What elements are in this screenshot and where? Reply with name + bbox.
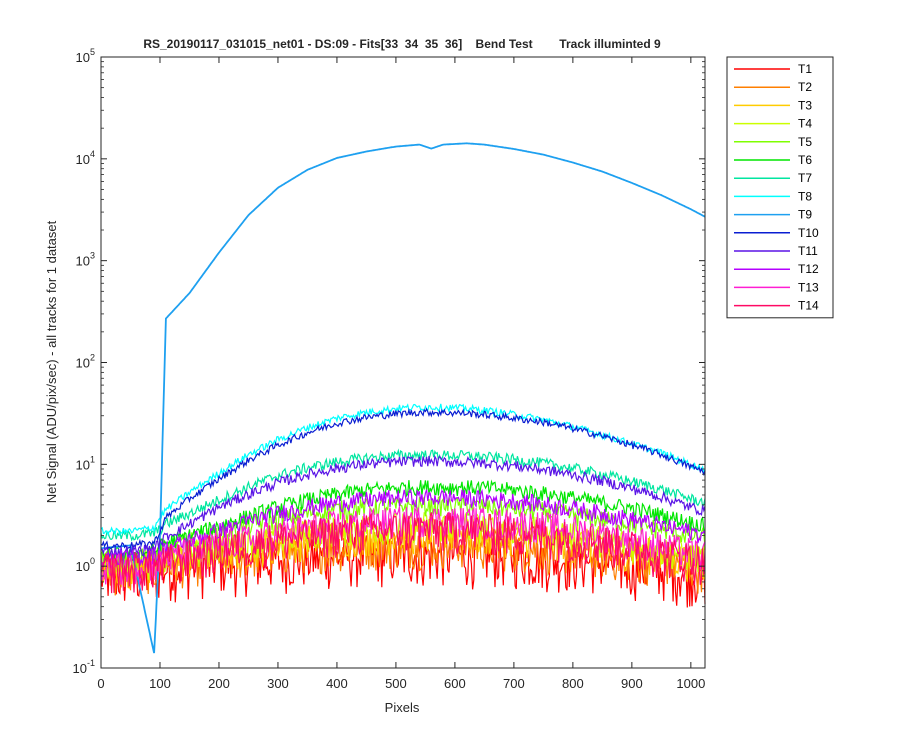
legend-label-t10: T10 bbox=[798, 226, 819, 240]
y-axis-label: Net Signal (ADU/pix/sec) - all tracks fo… bbox=[44, 220, 59, 503]
legend-label-t2: T2 bbox=[798, 80, 812, 94]
x-tick-label: 300 bbox=[267, 676, 289, 691]
y-tick-label: 100 bbox=[76, 556, 95, 574]
x-tick-label: 600 bbox=[444, 676, 466, 691]
y-tick-label: 104 bbox=[76, 149, 95, 167]
legend-label-t7: T7 bbox=[798, 171, 812, 185]
legend-label-t6: T6 bbox=[798, 153, 812, 167]
legend-label-t13: T13 bbox=[798, 280, 819, 294]
legend-label-t14: T14 bbox=[798, 299, 819, 313]
y-tick-label: 101 bbox=[76, 454, 95, 472]
series-line-t13 bbox=[100, 506, 706, 585]
series-line-t14 bbox=[100, 512, 706, 594]
series-line-t9 bbox=[101, 142, 706, 654]
series-line-t11 bbox=[100, 454, 706, 559]
y-tick-label: 105 bbox=[76, 47, 95, 65]
plot-area: 0 100 200 300 400 500 600 700 800 900 1000 10-1 100 1… bbox=[73, 47, 706, 691]
series-line-t12 bbox=[100, 488, 706, 568]
x-tick-label: 400 bbox=[326, 676, 348, 691]
series-line-t10 bbox=[100, 407, 706, 551]
x-tick-label: 700 bbox=[503, 676, 525, 691]
legend-label-t4: T4 bbox=[798, 117, 812, 131]
legend-label-t12: T12 bbox=[798, 262, 819, 276]
legend-label-t1: T1 bbox=[798, 62, 812, 76]
legend-label-t3: T3 bbox=[798, 98, 812, 112]
chart-title: RS_20190117_031015_net01 - DS:09 - Fits[… bbox=[143, 37, 661, 51]
legend-label-t8: T8 bbox=[798, 189, 812, 203]
legend-box bbox=[726, 56, 834, 319]
legend-label-t9: T9 bbox=[798, 208, 812, 222]
x-tick-label: 800 bbox=[562, 676, 584, 691]
x-tick-label: 500 bbox=[385, 676, 407, 691]
y-tick-label: 102 bbox=[76, 353, 95, 371]
x-axis-label: Pixels bbox=[385, 700, 420, 715]
x-tick-label: 1000 bbox=[676, 676, 705, 691]
x-tick-label: 0 bbox=[97, 676, 104, 691]
y-tick-label: 10-1 bbox=[73, 658, 95, 676]
series-line-t6 bbox=[100, 479, 706, 563]
x-tick-label: 200 bbox=[208, 676, 230, 691]
x-tick-label: 100 bbox=[149, 676, 171, 691]
legend-label-t11: T11 bbox=[798, 244, 818, 258]
y-tick-label: 103 bbox=[76, 251, 95, 269]
legend-label-t5: T5 bbox=[798, 135, 812, 149]
x-tick-label: 900 bbox=[621, 676, 643, 691]
legend: T1 T2 T3 T4 T5 T6 T7 T8 T9 T10 T11 T12 T13 T14 bbox=[726, 56, 834, 319]
